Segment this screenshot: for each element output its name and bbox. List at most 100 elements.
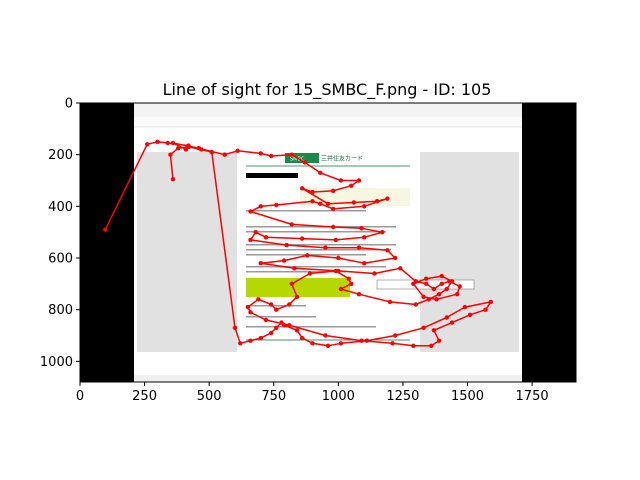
fixation-point [467,312,473,317]
text-line [246,210,366,212]
fixation-point [338,286,344,292]
fixation-point [434,297,439,302]
fixation-point [331,224,336,230]
fixation-point [186,144,191,150]
fixation-point [145,142,150,147]
text-line [246,249,391,251]
fixation-point [346,276,351,281]
fixation-point [274,202,279,208]
fixation-point [359,226,364,231]
fixation-point [263,235,269,240]
fixation-point [305,253,310,258]
fixation-point [349,183,354,188]
fixation-point [393,255,398,261]
fixation-point [387,299,393,305]
x-tick-label: 250 [132,389,157,404]
fixation-point [439,273,444,279]
fixation-point [439,281,444,286]
fixation-point [248,338,253,343]
fixation-point [385,248,390,253]
fixation-point [421,294,426,299]
right-gray-panel [420,152,519,352]
plot-area: SMBC 三井住友カード [79,102,577,383]
fixation-point [269,330,274,336]
fixation-point [362,204,367,209]
x-tick-label: 1750 [516,389,549,404]
fixation-point [338,178,344,183]
fixation-point [351,200,356,205]
fixation-point [424,276,429,281]
x-axis: 0 250 500 750 1000 1250 1500 1750 [76,382,549,404]
fixation-point [413,302,418,307]
fixation-point [310,189,315,195]
left-gray-panel [137,152,237,352]
x-tick-label: 1000 [322,389,355,404]
text-line [246,266,386,268]
fixation-point [300,335,305,341]
text-line [246,244,396,246]
email-green-button [246,278,350,297]
fixation-point [256,297,261,302]
fixation-point [436,292,442,297]
fixation-point [294,328,300,333]
fixation-point [455,292,460,297]
fixation-point [263,317,269,323]
fixation-point [364,338,369,343]
fixation-point [258,204,263,209]
fixation-point [349,281,354,286]
fixation-point [338,341,344,346]
fixation-point [380,230,385,235]
fixation-point [393,333,398,338]
gaze-path-layer [103,139,493,348]
fixation-point [284,242,289,248]
fixation-point [281,258,287,263]
fixation-point [165,140,170,146]
status-bar [134,375,522,382]
fixation-point [176,146,181,151]
fixation-point [307,271,313,276]
text-line [246,305,306,307]
fixation-point [258,261,263,266]
fixation-point [222,152,227,157]
chart-title: Line of sight for 15_SMBC_F.png - ID: 10… [163,80,492,100]
fixation-point [374,199,380,204]
fixation-point [170,177,176,182]
fixation-point [429,343,434,348]
fixation-point [300,236,305,241]
fixation-point [269,153,274,159]
fixation-point [333,237,338,243]
fixation-point [248,209,253,214]
email-body [237,152,420,352]
email-notice-box [300,188,410,206]
fixation-point [274,325,279,330]
fixation-point [289,281,294,286]
fixation-point [444,315,449,320]
fixation-point [289,152,294,157]
fixation-point [302,160,307,165]
fixation-point [421,325,426,330]
y-tick-label: 800 [48,303,73,318]
x-tick-label: 750 [261,389,286,404]
fixation-point [411,281,416,286]
fixation-point [325,201,331,206]
fixation-point [245,304,251,310]
fixation-point [488,299,493,305]
x-tick-label: 1250 [386,389,419,404]
fixation-point [170,140,176,146]
fixation-point [279,320,284,325]
fixation-point [398,266,403,271]
fixation-point [362,235,367,240]
fixation-point [431,328,437,333]
y-tick-label: 400 [48,200,73,215]
fixation-point [449,320,455,325]
fixation-point [300,186,305,191]
fixation-point [287,323,292,328]
fixation-point [356,245,362,250]
fixation-point [318,201,323,206]
fixation-point [199,147,204,152]
fixation-point [336,255,341,261]
fixation-point [356,292,362,297]
fixation-point [457,284,462,289]
x-tick-label: 0 [76,389,84,404]
